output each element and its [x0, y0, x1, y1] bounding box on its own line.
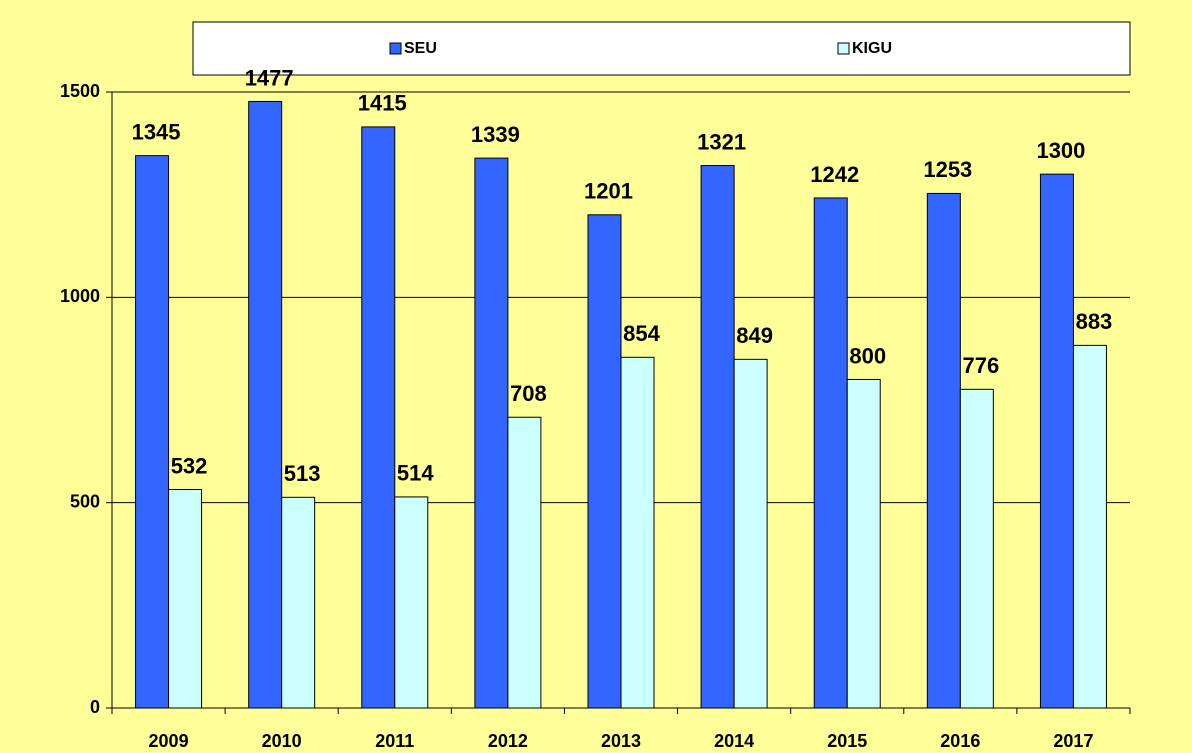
value-label: 532 [171, 453, 208, 478]
x-tick-label: 2017 [1053, 731, 1093, 751]
x-tick-label: 2014 [714, 731, 754, 751]
bar [281, 496, 316, 709]
value-label: 1339 [471, 122, 520, 147]
x-tick-label: 2013 [601, 731, 641, 751]
bar [620, 356, 655, 709]
value-label: 1321 [697, 129, 746, 154]
value-label: 800 [849, 343, 886, 368]
value-label: 883 [1076, 309, 1113, 334]
value-label: 1345 [132, 119, 181, 144]
value-label: 513 [284, 461, 321, 486]
value-label: 1253 [923, 157, 972, 182]
value-label: 1242 [810, 162, 859, 187]
x-tick-label: 2015 [827, 731, 867, 751]
y-tick-label: 1500 [60, 81, 100, 101]
bar [1072, 344, 1107, 709]
x-tick-label: 2009 [149, 731, 189, 751]
legend-swatch [837, 42, 850, 55]
bar [507, 416, 542, 709]
value-label: 776 [962, 353, 999, 378]
legend-swatch [389, 42, 402, 55]
value-label: 1477 [245, 65, 294, 90]
bar [474, 157, 509, 709]
bar [1039, 173, 1074, 709]
bar [733, 358, 768, 709]
legend-box [192, 21, 1131, 76]
x-tick-label: 2016 [940, 731, 980, 751]
value-label: 854 [623, 321, 660, 346]
bar [394, 496, 429, 709]
bar [135, 155, 170, 709]
bar [700, 165, 735, 709]
value-label: 1415 [358, 91, 407, 116]
value-label: 849 [736, 323, 773, 348]
x-tick-label: 2011 [375, 731, 414, 751]
bar [248, 100, 283, 709]
value-label: 514 [397, 461, 434, 486]
legend-label: KIGU [852, 40, 892, 57]
y-tick-label: 500 [70, 491, 100, 511]
legend-label: SEU [404, 40, 437, 57]
y-tick-label: 0 [90, 697, 100, 717]
value-label: 1201 [584, 179, 633, 204]
bar [587, 214, 622, 709]
bar [959, 388, 994, 709]
x-tick-label: 2010 [262, 731, 302, 751]
bar [846, 378, 881, 709]
bar [168, 489, 203, 709]
bar [361, 126, 396, 709]
bar [813, 197, 848, 709]
value-label: 708 [510, 381, 547, 406]
y-tick-label: 1000 [60, 286, 100, 306]
bar [926, 192, 961, 709]
value-label: 1300 [1036, 138, 1085, 163]
x-tick-label: 2012 [488, 731, 528, 751]
